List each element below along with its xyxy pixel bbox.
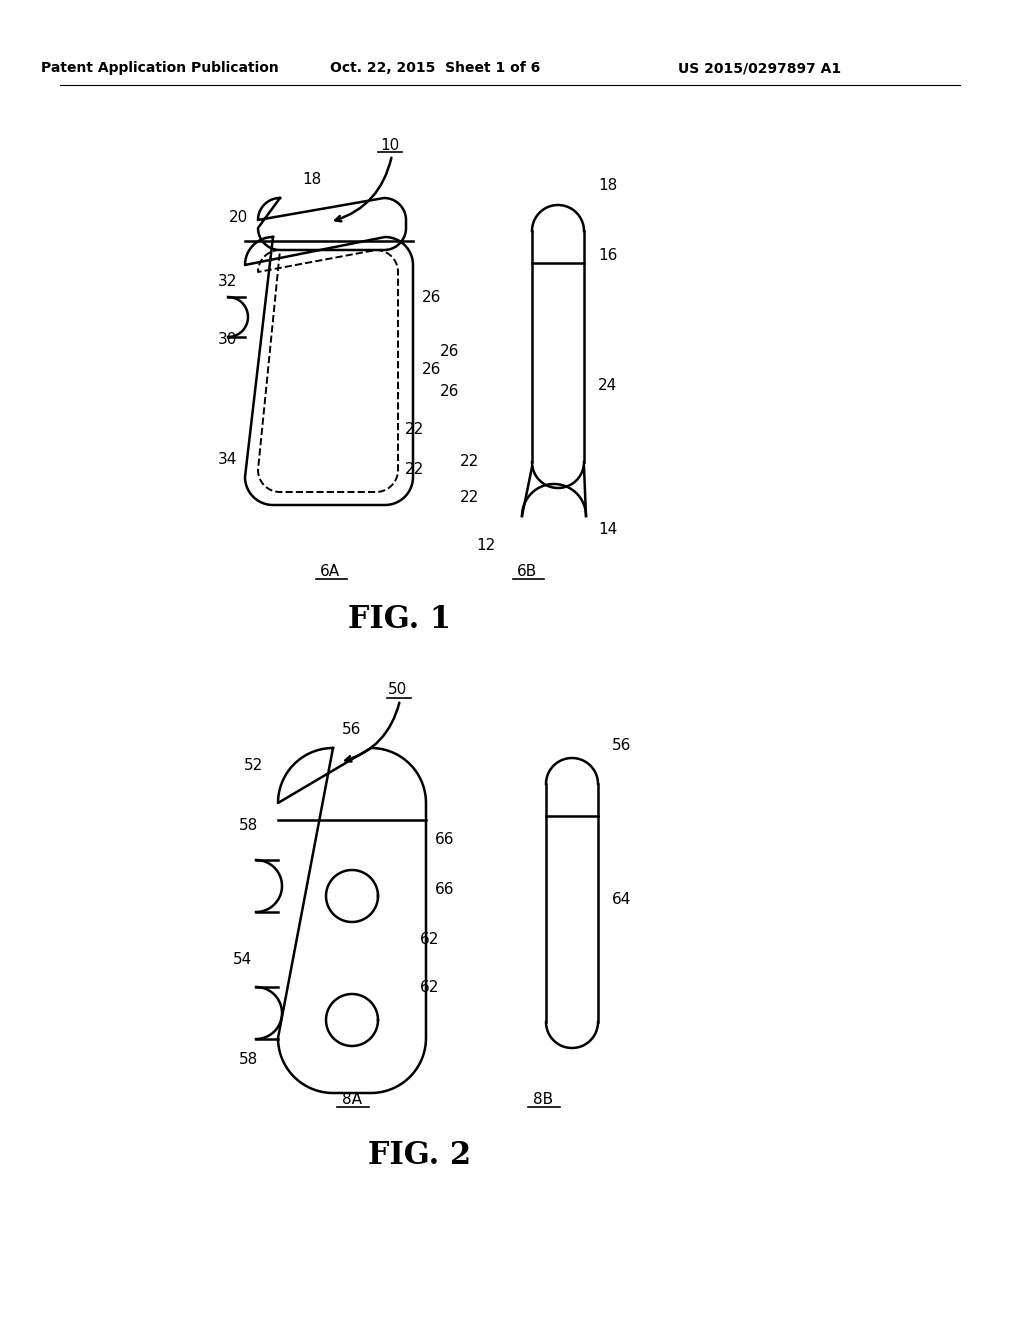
Text: 20: 20 [228, 210, 248, 226]
Text: 58: 58 [239, 817, 258, 833]
Text: 54: 54 [232, 953, 252, 968]
Text: 22: 22 [406, 422, 424, 437]
Text: 6B: 6B [517, 565, 538, 579]
Text: 22: 22 [460, 491, 479, 506]
Text: 10: 10 [380, 137, 399, 153]
Text: 18: 18 [302, 173, 322, 187]
Text: 26: 26 [422, 290, 441, 305]
Text: 6A: 6A [319, 565, 340, 579]
Text: 22: 22 [460, 454, 479, 470]
Text: 34: 34 [218, 453, 237, 467]
Text: Patent Application Publication: Patent Application Publication [41, 61, 279, 75]
Text: 32: 32 [218, 275, 237, 289]
Text: 8B: 8B [532, 1093, 553, 1107]
Text: 50: 50 [388, 682, 408, 697]
Text: 56: 56 [342, 722, 361, 738]
Text: 66: 66 [435, 833, 455, 847]
Text: 64: 64 [612, 892, 632, 908]
Text: 8A: 8A [342, 1093, 362, 1107]
Text: 24: 24 [598, 378, 617, 392]
Text: 56: 56 [612, 738, 632, 752]
Text: US 2015/0297897 A1: US 2015/0297897 A1 [679, 61, 842, 75]
Text: 26: 26 [440, 345, 460, 359]
Text: FIG. 2: FIG. 2 [369, 1139, 472, 1171]
Text: 26: 26 [422, 363, 441, 378]
Text: 12: 12 [476, 537, 496, 553]
Text: 58: 58 [239, 1052, 258, 1068]
Text: 18: 18 [598, 177, 617, 193]
Text: 66: 66 [435, 883, 455, 898]
Text: 52: 52 [244, 758, 263, 772]
Text: 30: 30 [218, 333, 237, 347]
Text: 62: 62 [420, 981, 439, 995]
Text: Oct. 22, 2015  Sheet 1 of 6: Oct. 22, 2015 Sheet 1 of 6 [330, 61, 540, 75]
Text: FIG. 1: FIG. 1 [348, 605, 452, 635]
Text: 62: 62 [420, 932, 439, 948]
Text: 14: 14 [598, 523, 617, 537]
Text: 22: 22 [406, 462, 424, 478]
Text: 26: 26 [440, 384, 460, 400]
Text: 16: 16 [598, 248, 617, 263]
